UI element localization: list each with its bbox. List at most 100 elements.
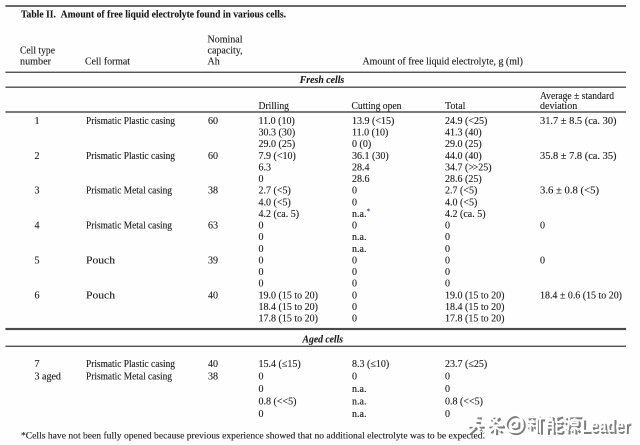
svg-text:40: 40 xyxy=(208,359,218,370)
svg-text:Leader: Leader xyxy=(583,417,632,439)
svg-text:Cutting open: Cutting open xyxy=(352,101,402,112)
svg-text:0: 0 xyxy=(445,384,450,395)
svg-text:Prismatic Metal casing: Prismatic Metal casing xyxy=(86,186,172,197)
svg-text:Total: Total xyxy=(445,101,466,112)
svg-text:7.9 (<10): 7.9 (<10) xyxy=(259,151,296,162)
svg-text:0: 0 xyxy=(445,279,450,290)
svg-text:29.0 (25): 29.0 (25) xyxy=(259,139,296,150)
svg-text:Nominal: Nominal xyxy=(208,34,243,45)
svg-text:0: 0 xyxy=(352,314,357,325)
svg-text:Leader: Leader xyxy=(581,415,630,437)
svg-text:29.0 (25): 29.0 (25) xyxy=(445,139,482,150)
svg-text:number: number xyxy=(20,57,52,68)
svg-text:0: 0 xyxy=(259,244,264,255)
svg-text:4.2 (ca. 5): 4.2 (ca. 5) xyxy=(445,209,486,220)
svg-text:Average ± standard: Average ± standard xyxy=(540,91,614,102)
svg-text:1: 1 xyxy=(35,116,40,127)
svg-text:0: 0 xyxy=(540,221,545,232)
svg-text:28.6: 28.6 xyxy=(352,174,370,185)
svg-text:0: 0 xyxy=(352,256,357,267)
svg-text:0: 0 xyxy=(259,267,264,278)
svg-text:0: 0 xyxy=(445,232,450,243)
svg-text:Cell format: Cell format xyxy=(85,57,130,68)
svg-text:Ah: Ah xyxy=(208,57,220,68)
svg-text:0: 0 xyxy=(445,372,450,383)
svg-text:0.8 (<<5): 0.8 (<<5) xyxy=(259,396,297,407)
svg-text:n.a.: n.a. xyxy=(352,396,366,407)
svg-text:40: 40 xyxy=(208,290,218,301)
svg-text:18.4 (15 to 20): 18.4 (15 to 20) xyxy=(445,302,504,313)
svg-text:3 aged: 3 aged xyxy=(35,372,61,383)
svg-text:7: 7 xyxy=(35,359,40,370)
svg-text:2.7 (<5): 2.7 (<5) xyxy=(259,186,291,197)
svg-text:Cell type: Cell type xyxy=(20,46,56,57)
svg-text:41.3 (40): 41.3 (40) xyxy=(445,128,482,139)
svg-text:8.3 (≤10): 8.3 (≤10) xyxy=(352,359,389,370)
svg-text:0: 0 xyxy=(352,267,357,278)
svg-text:60: 60 xyxy=(208,116,218,127)
svg-text:Pouch: Pouch xyxy=(86,290,115,301)
svg-text:Prismatic Metal casing: Prismatic Metal casing xyxy=(86,372,172,383)
svg-text:2: 2 xyxy=(35,151,40,162)
svg-text:Table II. Amount of free liqui: Table II. Amount of free liquid electrol… xyxy=(21,10,286,21)
svg-text:n.a.: n.a. xyxy=(352,232,366,243)
svg-text:6: 6 xyxy=(35,290,40,301)
svg-text:0: 0 xyxy=(259,221,264,232)
svg-text:4.0 (<5): 4.0 (<5) xyxy=(259,197,291,208)
svg-text:38: 38 xyxy=(208,372,218,383)
svg-text:24.9 (<25): 24.9 (<25) xyxy=(445,116,487,127)
svg-text:18.4 (15 to 20): 18.4 (15 to 20) xyxy=(259,302,318,313)
svg-text:0: 0 xyxy=(259,232,264,243)
svg-text:n.a.*: n.a.* xyxy=(352,207,370,220)
svg-text:n.a.: n.a. xyxy=(352,409,366,420)
svg-text:4.2 (ca. 5): 4.2 (ca. 5) xyxy=(259,209,300,220)
svg-text:19.0 (15 to 20): 19.0 (15 to 20) xyxy=(445,290,504,301)
svg-text:3: 3 xyxy=(35,186,40,197)
svg-text:0: 0 xyxy=(259,409,264,420)
svg-text:17.8 (15 to 20): 17.8 (15 to 20) xyxy=(259,314,318,325)
svg-text:0: 0 xyxy=(445,256,450,267)
svg-text:6.3: 6.3 xyxy=(259,162,272,173)
svg-text:17.8 (15 to 20): 17.8 (15 to 20) xyxy=(445,314,504,325)
svg-text:n.a.: n.a. xyxy=(352,244,366,255)
svg-text:60: 60 xyxy=(208,151,218,162)
svg-text:Prismatic Plastic casing: Prismatic Plastic casing xyxy=(86,151,175,162)
svg-text:0: 0 xyxy=(352,221,357,232)
svg-text:deviation: deviation xyxy=(540,101,577,112)
svg-text:0: 0 xyxy=(352,290,357,301)
svg-text:Aged cells: Aged cells xyxy=(302,334,344,345)
svg-text:Prismatic Plastic casing: Prismatic Plastic casing xyxy=(86,116,175,127)
svg-text:11.0 (10): 11.0 (10) xyxy=(352,128,388,139)
svg-text:0: 0 xyxy=(445,409,450,420)
svg-text:0.8 (<<5): 0.8 (<<5) xyxy=(445,396,483,407)
svg-text:0: 0 xyxy=(259,174,264,185)
svg-text:30.3 (30): 30.3 (30) xyxy=(259,128,296,139)
svg-text:Prismatic Metal casing: Prismatic Metal casing xyxy=(86,221,172,232)
svg-text:3.6 ± 0.8 (<5): 3.6 ± 0.8 (<5) xyxy=(540,186,599,197)
svg-text:0: 0 xyxy=(445,267,450,278)
svg-text:n.a.: n.a. xyxy=(352,384,366,395)
svg-text:44.0 (40): 44.0 (40) xyxy=(445,151,482,162)
svg-text:23.7 (≤25): 23.7 (≤25) xyxy=(445,359,487,370)
svg-text:Fresh cells: Fresh cells xyxy=(299,75,345,86)
svg-text:2.7 (<5): 2.7 (<5) xyxy=(445,186,477,197)
svg-text:*Cells have not been fully ope: *Cells have not been fully opened becaus… xyxy=(21,431,485,442)
svg-text:39: 39 xyxy=(208,256,218,267)
svg-text:0: 0 xyxy=(352,302,357,313)
svg-text:0: 0 xyxy=(352,197,357,208)
svg-text:36.1 (30): 36.1 (30) xyxy=(352,151,389,162)
svg-text:0 (0): 0 (0) xyxy=(352,139,371,150)
svg-text:28.6 (25): 28.6 (25) xyxy=(445,174,482,185)
svg-text:0: 0 xyxy=(352,186,357,197)
svg-text:28.4: 28.4 xyxy=(352,162,370,173)
svg-text:0: 0 xyxy=(259,384,264,395)
svg-text:5: 5 xyxy=(35,256,40,267)
svg-text:15.4 (≤15): 15.4 (≤15) xyxy=(259,359,301,370)
svg-text:Prismatic Plastic casing: Prismatic Plastic casing xyxy=(86,359,175,370)
svg-text:0: 0 xyxy=(445,221,450,232)
svg-text:0: 0 xyxy=(259,279,264,290)
svg-text:19.0 (15 to 20): 19.0 (15 to 20) xyxy=(259,290,318,301)
svg-text:0: 0 xyxy=(352,372,357,383)
svg-text:18.4 ± 0.6 (15 to 20): 18.4 ± 0.6 (15 to 20) xyxy=(540,290,622,301)
svg-text:35.8 ± 7.8 (ca. 35): 35.8 ± 7.8 (ca. 35) xyxy=(540,151,617,162)
